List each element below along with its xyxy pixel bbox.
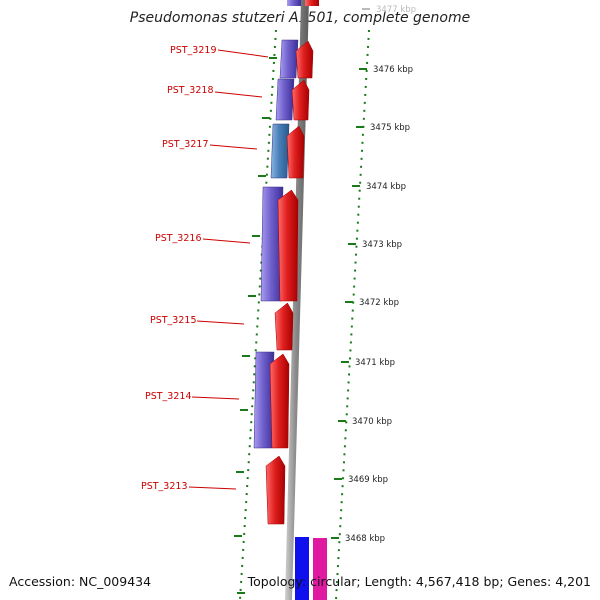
ruler-dotted-line xyxy=(335,29,370,600)
gene-label: PST_3215 xyxy=(150,315,197,326)
scale-label: 3468 kbp xyxy=(345,534,385,544)
scale-label: 3477 kbp xyxy=(376,5,416,15)
partial-forward-gene xyxy=(305,0,319,6)
gene-arrow-forward xyxy=(286,125,305,179)
gene-arrow-forward xyxy=(274,302,294,351)
scale-label: 3470 kbp xyxy=(352,417,392,427)
gene-bar-reverse xyxy=(275,78,295,121)
scale-label: 3474 kbp xyxy=(366,182,406,192)
gene-label-leader-line xyxy=(217,49,269,58)
scale-label: 3476 kbp xyxy=(373,65,413,75)
gene-label-leader-line xyxy=(209,144,258,150)
gene-label-leader-line xyxy=(188,486,237,490)
map-title: Pseudomonas stutzeri A1501, complete gen… xyxy=(129,10,471,26)
gene-arrow-forward xyxy=(277,189,299,302)
gene-label-leader-line xyxy=(191,396,240,400)
gene-arrow-forward xyxy=(295,40,314,79)
gene-label: PST_3219 xyxy=(170,45,217,56)
gene-arrow-forward xyxy=(269,353,290,449)
scale-label: 3469 kbp xyxy=(348,475,388,485)
gene-arrow-forward xyxy=(265,455,286,525)
partial-reverse-gene xyxy=(287,0,301,6)
scale-label: 3473 kbp xyxy=(362,240,402,250)
gene-arrow-forward xyxy=(291,79,310,121)
gene-label-leader-line xyxy=(202,238,251,244)
scale-label: 3472 kbp xyxy=(359,298,399,308)
gene-label: PST_3217 xyxy=(162,139,209,150)
gene-label: PST_3214 xyxy=(145,391,192,402)
gene-bar-reverse xyxy=(279,39,299,79)
feature-block-blue xyxy=(295,537,309,600)
accession-caption: Accession: NC_009434 xyxy=(9,574,152,589)
feature-block-magenta xyxy=(313,538,327,600)
scale-label: 3471 kbp xyxy=(355,358,395,368)
gene-label-leader-line xyxy=(214,91,263,98)
gene-label: PST_3218 xyxy=(167,85,214,96)
gene-label-leader-line xyxy=(196,320,245,325)
gene-bar-reverse xyxy=(270,123,290,179)
topology-caption: Topology: circular; Length: 4,567,418 bp… xyxy=(247,574,591,589)
gene-label: PST_3213 xyxy=(141,481,188,492)
gene-label: PST_3216 xyxy=(155,233,202,244)
scale-label: 3475 kbp xyxy=(370,123,410,133)
